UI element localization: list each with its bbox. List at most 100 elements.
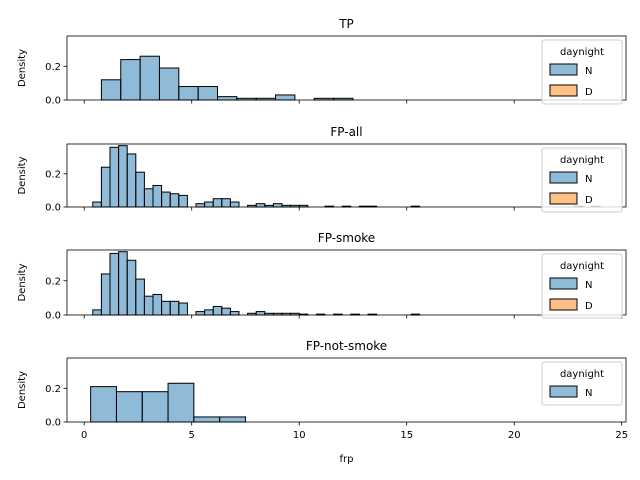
legend: daynight ND: [541, 147, 623, 213]
x-tick-label: 25: [615, 430, 628, 441]
legend-entry-label: N: [585, 388, 592, 399]
panel-title: FP-smoke: [318, 231, 375, 245]
y-tick-label: 0.0: [45, 418, 61, 429]
histogram-bar: [204, 309, 214, 316]
legend-entry-label: N: [585, 280, 592, 291]
histogram-bar: [229, 311, 240, 316]
histogram-bar: [212, 305, 223, 316]
histogram-bar: [152, 293, 163, 316]
histogram-bar: [90, 386, 117, 423]
y-tick-label: 0.2: [45, 62, 61, 73]
legend-swatch: [549, 63, 578, 76]
legend-title: daynight: [560, 261, 604, 272]
histogram-bar: [115, 391, 143, 423]
histogram-bar: [204, 201, 214, 208]
histogram-bar: [169, 300, 180, 316]
histogram-bar: [169, 193, 180, 208]
y-tick-label: 0.2: [45, 169, 61, 180]
histogram-bar: [161, 191, 171, 208]
y-tick-label: 0.2: [45, 276, 61, 287]
legend: daynight N: [541, 361, 623, 406]
histogram-bar: [141, 391, 169, 423]
y-axis-label: Density: [17, 49, 28, 87]
legend-title: daynight: [560, 47, 604, 58]
axes-frame: [66, 357, 627, 423]
panel-title: TP: [338, 17, 354, 31]
x-tick-label: 5: [189, 430, 195, 441]
y-tick-label: 0.2: [45, 384, 61, 395]
histogram-bar: [143, 188, 154, 208]
histogram-bar: [126, 259, 137, 316]
y-tick-label: 0.0: [45, 311, 61, 322]
legend-entry-label: N: [585, 66, 592, 77]
axes-frame: [66, 35, 627, 101]
legend-swatch: [549, 277, 578, 290]
y-tick-label: 0.0: [45, 203, 61, 214]
axes-frame: [66, 143, 627, 208]
histogram-bar: [100, 273, 111, 316]
histogram-bar: [217, 96, 238, 101]
histogram-bar: [135, 171, 145, 208]
histogram-bar: [195, 311, 206, 316]
panel-3: 0.0 0.2 FP-smoke Density daynight ND: [17, 231, 627, 322]
panel-title: FP-all: [330, 125, 362, 139]
histogram-bar: [221, 307, 231, 316]
histogram-bar: [161, 300, 171, 316]
panel-1: 0.0 0.2 TP Density daynight ND: [17, 17, 627, 107]
legend-entry-label: D: [585, 87, 593, 98]
histogram-bar: [193, 416, 221, 423]
legend: daynight ND: [541, 39, 623, 105]
y-axis-label: Density: [17, 263, 28, 301]
legend-swatch: [549, 192, 578, 205]
histogram-bar: [158, 67, 180, 101]
legend: daynight ND: [541, 253, 623, 319]
histogram-bar: [221, 198, 231, 208]
x-tick-label: 10: [293, 430, 306, 441]
y-tick-label: 0.0: [45, 96, 61, 107]
y-axis-label: Density: [17, 371, 28, 409]
axes-frame: [66, 249, 627, 316]
histogram-bar: [92, 309, 102, 316]
histogram-bar: [109, 146, 120, 208]
panel-title: FP-not-smoke: [306, 339, 387, 353]
legend-swatch: [549, 171, 578, 184]
histogram-bar: [178, 302, 188, 316]
y-axis-label: Density: [17, 156, 28, 194]
x-tick-label: 0: [81, 430, 87, 441]
x-tick-label: 20: [508, 430, 521, 441]
histogram-bar: [118, 251, 128, 316]
histogram-bar: [272, 203, 283, 208]
legend-entry-label: D: [585, 301, 593, 312]
histogram-bar: [219, 416, 246, 423]
histogram-bar: [143, 295, 154, 316]
histogram-bar: [100, 166, 111, 208]
histogram-bar: [275, 94, 296, 101]
histogram-bar: [197, 86, 218, 101]
legend-entry-label: N: [585, 174, 592, 185]
histogram-bar: [100, 79, 122, 101]
legend-entry-label: D: [585, 195, 593, 206]
histogram-bar: [178, 194, 188, 208]
x-tick-label: 15: [400, 430, 413, 441]
histogram-bar: [92, 201, 102, 208]
legend-swatch: [549, 385, 578, 398]
panel-4: 0.0 0.2 0 5 10 15 20 25 FP-not-smoke Density dayni…: [17, 339, 628, 441]
histogram-bar: [109, 252, 120, 316]
histogram-bar: [120, 59, 141, 101]
histogram-bar: [178, 86, 199, 101]
legend-swatch: [549, 84, 578, 97]
legend-swatch: [549, 298, 578, 311]
panel-2: 0.0 0.2 FP-all Density daynight ND: [17, 125, 627, 214]
histogram-bar: [255, 203, 266, 208]
histogram-bar: [139, 55, 160, 101]
legend-title: daynight: [560, 155, 604, 166]
histogram-bar: [152, 184, 163, 208]
histogram-bar: [212, 198, 223, 208]
histogram-bar: [229, 201, 240, 208]
legend-title: daynight: [560, 369, 604, 380]
histogram-bar: [255, 311, 266, 316]
histogram-bar: [167, 382, 195, 423]
histogram-bar: [135, 278, 145, 316]
histogram-bar: [195, 203, 206, 208]
